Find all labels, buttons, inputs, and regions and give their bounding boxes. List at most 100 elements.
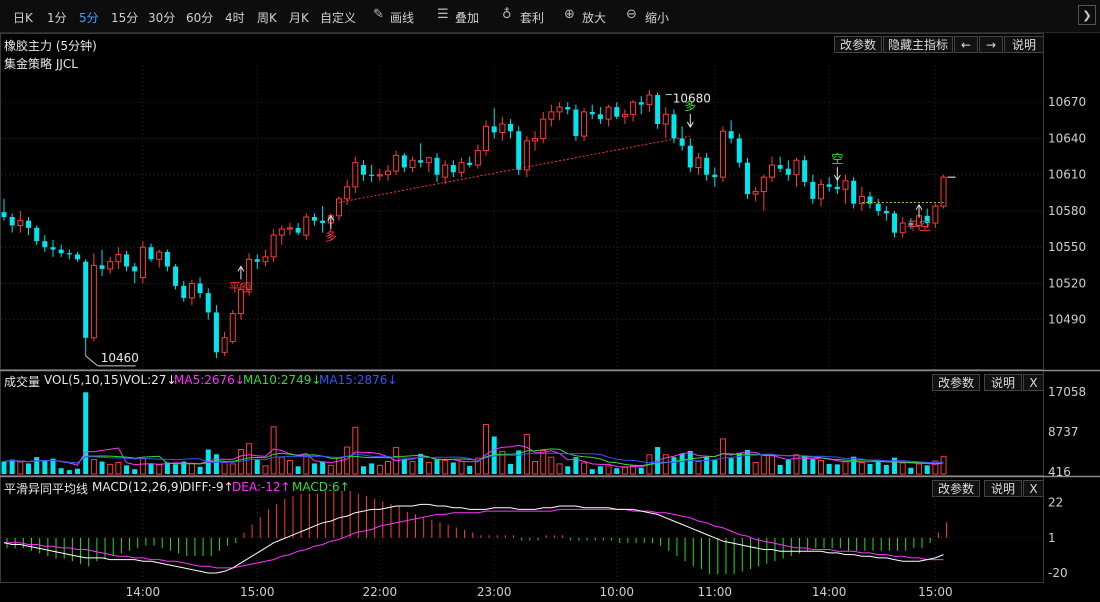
- period-tab-30min[interactable]: 30分: [148, 11, 176, 25]
- main-edit-params-button[interactable]: 改参数: [834, 36, 882, 53]
- volume-bar-up: [303, 456, 310, 475]
- macd-legend-macd: MACD:6↑: [292, 480, 350, 494]
- candle-body-up: [246, 258, 253, 290]
- volume-bar-up: [17, 461, 24, 475]
- macd-legend-dea: DEA:-12↑: [232, 480, 291, 494]
- candle-body-down: [883, 210, 889, 214]
- volume-bar-up: [474, 457, 481, 475]
- volume-bar-up: [229, 463, 236, 475]
- macd-close-button[interactable]: X: [1023, 480, 1044, 497]
- volume-bar-down: [295, 466, 301, 474]
- volume-bar-down: [50, 458, 56, 474]
- candle-body-up: [621, 113, 628, 118]
- period-tab-month[interactable]: 月K: [289, 11, 309, 25]
- period-tab-day[interactable]: 日K: [13, 11, 33, 25]
- zoom-out-button[interactable]: 缩小: [645, 11, 670, 25]
- period-tab-1min[interactable]: 1分: [47, 11, 67, 25]
- volume-bar-down: [132, 469, 138, 474]
- main-help-button[interactable]: 说明: [1004, 36, 1044, 53]
- volume-bar-up: [352, 426, 359, 475]
- candle-body-up: [335, 198, 342, 217]
- volume-bar-up: [335, 457, 342, 475]
- macd-tick-label: 1: [1048, 531, 1056, 545]
- volume-bar-up: [581, 462, 588, 475]
- volume-bar-down: [360, 466, 366, 474]
- candle-body-down: [589, 111, 595, 115]
- candle-body-down: [124, 254, 130, 267]
- macd-edit-params-button[interactable]: 改参数: [932, 480, 980, 497]
- overlay-button[interactable]: 叠加: [455, 11, 480, 25]
- volume-edit-params-button[interactable]: 改参数: [932, 374, 980, 391]
- zoom-in-button[interactable]: 放大: [582, 11, 607, 25]
- candle-body-up: [107, 261, 114, 270]
- symbol-title: 橡胶主力 (5分钟): [4, 39, 97, 53]
- high-price-label: 10680: [673, 92, 711, 106]
- candle-body-down: [655, 94, 661, 124]
- volume-bar-up: [630, 464, 637, 475]
- volume-ma15-line: [3, 452, 944, 464]
- candle-body-up: [719, 130, 726, 178]
- volume-ma10-line: [3, 448, 944, 467]
- candle-body-up: [262, 256, 269, 263]
- volume-legend-params: VOL(5,10,15): [44, 373, 124, 387]
- volume-bar-down: [197, 466, 203, 474]
- collapse-panel-button[interactable]: ❯: [1078, 5, 1096, 25]
- candle-body-up: [188, 282, 195, 299]
- volume-bar-up: [499, 450, 506, 475]
- volume-tick-label: 17058: [1048, 385, 1086, 399]
- long-trend-line: [338, 135, 691, 203]
- candle-body-down: [197, 283, 203, 294]
- hide-main-indicator-button[interactable]: 隐藏主指标: [883, 36, 953, 53]
- candle-body-up: [540, 118, 547, 139]
- period-tab-week[interactable]: 周K: [257, 11, 277, 25]
- volume-bar-up: [425, 461, 432, 475]
- period-tab-custom[interactable]: 自定义: [320, 11, 357, 25]
- candle-body-up: [303, 216, 310, 236]
- price-tick-label: 10640: [1048, 131, 1086, 145]
- macd-panel-name: 平滑异同平均线: [4, 482, 89, 496]
- volume-bar-down: [834, 464, 840, 474]
- volume-bar-down: [508, 463, 514, 474]
- candle-body-down: [638, 102, 644, 105]
- candle-body-up: [548, 111, 555, 120]
- macd-help-button[interactable]: 说明: [984, 480, 1022, 497]
- volume-bar-up: [327, 464, 334, 475]
- volume-bar-up: [646, 454, 653, 475]
- volume-bar-down: [311, 463, 317, 474]
- money-bag-icon: ♁: [502, 7, 512, 22]
- volume-help-button[interactable]: 说明: [984, 374, 1022, 391]
- volume-bar-down: [173, 464, 179, 474]
- volume-bar-down: [597, 466, 603, 474]
- volume-bar-up: [523, 434, 530, 475]
- candle-body-down: [908, 223, 914, 226]
- period-tab-5min[interactable]: 5分: [79, 11, 99, 25]
- price-tick-label: 10670: [1048, 95, 1086, 109]
- candle-body-up: [376, 174, 383, 177]
- volume-legend-ma10: MA10:2749↓: [243, 373, 322, 387]
- period-tab-60min[interactable]: 60分: [186, 11, 214, 25]
- candle-body-down: [834, 186, 840, 190]
- scroll-left-button[interactable]: ←: [954, 36, 978, 53]
- time-tick-label: 10:00: [599, 585, 634, 599]
- period-tab-15min[interactable]: 15分: [111, 11, 139, 25]
- candle-body-down: [83, 261, 89, 338]
- candle-body-up: [115, 253, 122, 263]
- candle-body-down: [712, 174, 718, 178]
- candle-body-down: [99, 265, 105, 269]
- volume-close-button[interactable]: X: [1023, 374, 1044, 391]
- volume-bar-up: [139, 458, 146, 475]
- draw-line-button[interactable]: 画线: [390, 11, 415, 25]
- candle-body-up: [752, 191, 759, 195]
- scroll-right-button[interactable]: →: [979, 36, 1003, 53]
- volume-bar-up: [719, 438, 726, 475]
- candle-body-down: [164, 252, 170, 267]
- candle-body-down: [851, 180, 857, 204]
- candle-body-up: [818, 183, 824, 200]
- period-toolbar: 日K 1分 5分 15分 30分 60分 4时 周K 月K 自定义 ✎ 画线 ☰…: [0, 0, 1100, 33]
- volume-bar-down: [704, 457, 710, 474]
- candle-body-down: [34, 227, 40, 242]
- arbitrage-button[interactable]: 套利: [520, 11, 545, 25]
- candle-body-down: [614, 107, 620, 117]
- period-tab-4h[interactable]: 4时: [225, 11, 245, 25]
